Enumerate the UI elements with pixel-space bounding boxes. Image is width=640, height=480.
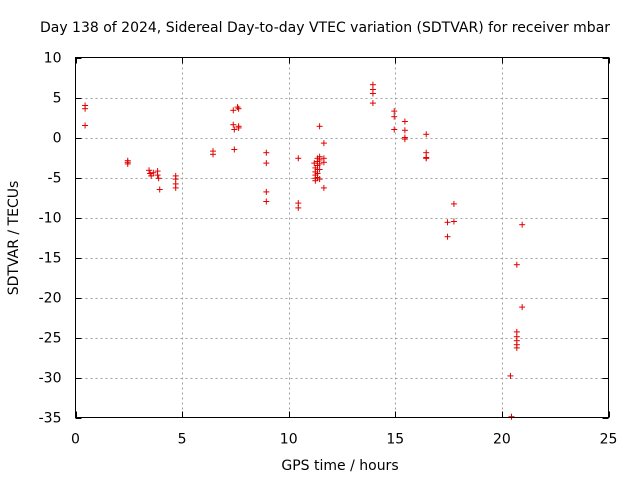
x-tick-label: 0	[71, 432, 80, 448]
data-point	[155, 175, 162, 182]
axis-ticks	[75, 57, 610, 419]
y-tick-label: 10	[44, 51, 62, 67]
data-point	[507, 372, 514, 379]
data-point	[320, 184, 327, 191]
y-tick-label: -30	[39, 371, 62, 387]
data-point	[391, 108, 398, 115]
y-tick-label: 5	[53, 91, 62, 107]
x-tick-label: 25	[600, 432, 618, 448]
data-point	[519, 304, 526, 311]
data-point	[311, 160, 318, 167]
data-point	[316, 123, 323, 130]
data-point	[230, 107, 237, 114]
data-point	[316, 160, 323, 167]
data-point	[148, 172, 155, 179]
data-point	[316, 176, 323, 183]
data-point	[450, 200, 457, 207]
data-point	[369, 90, 376, 97]
y-tick-label: -20	[39, 291, 62, 307]
data-point	[263, 188, 270, 195]
data-point	[316, 166, 323, 173]
x-axis-tick-labels: 0 5 10 15 20 25	[71, 432, 617, 448]
x-tick-label: 20	[493, 432, 511, 448]
data-point	[401, 136, 408, 143]
data-point	[156, 186, 163, 193]
y-axis-tick-labels: 10 5 0 -5 -10 -15 -20 -25 -30 -35	[39, 51, 62, 427]
y-tick-label: -35	[39, 411, 62, 427]
data-point	[263, 198, 270, 205]
data-point	[391, 126, 398, 133]
data-point	[320, 140, 327, 147]
data-point	[312, 177, 319, 184]
data-points	[82, 81, 526, 420]
data-point	[423, 131, 430, 138]
data-point	[508, 413, 515, 420]
data-point	[235, 105, 242, 112]
x-tick-label: 15	[386, 432, 404, 448]
data-point	[513, 261, 520, 268]
data-point	[401, 127, 408, 134]
data-point	[154, 172, 161, 179]
data-point	[295, 204, 302, 211]
chart-title: Day 138 of 2024, Sidereal Day-to-day VTE…	[40, 20, 610, 36]
x-tick-label: 5	[178, 432, 187, 448]
data-point	[210, 151, 217, 158]
data-point	[519, 221, 526, 228]
data-point	[513, 344, 520, 351]
data-point	[230, 121, 237, 128]
data-point	[444, 219, 451, 226]
data-point	[82, 105, 89, 112]
data-point	[146, 167, 153, 174]
data-point	[391, 113, 398, 120]
data-point	[172, 184, 179, 191]
grid-lines	[75, 57, 609, 418]
data-point	[369, 100, 376, 107]
x-axis-title: GPS time / hours	[281, 458, 398, 474]
data-point	[263, 149, 270, 156]
data-point	[295, 155, 302, 162]
plot-frame	[75, 57, 609, 418]
y-tick-label: -25	[39, 331, 62, 347]
data-point	[263, 160, 270, 167]
data-point	[320, 159, 327, 166]
data-point	[124, 160, 131, 167]
data-point	[231, 126, 238, 133]
data-point	[444, 233, 451, 240]
x-tick-label: 10	[280, 432, 298, 448]
data-point	[401, 118, 408, 125]
data-point	[235, 124, 242, 131]
data-point	[423, 155, 430, 162]
data-point	[82, 122, 89, 129]
y-tick-label: 0	[53, 131, 62, 147]
data-point	[231, 146, 238, 153]
y-tick-label: -10	[39, 211, 62, 227]
y-axis-title: SDTVAR / TECUs	[6, 181, 22, 296]
data-point	[450, 218, 457, 225]
y-tick-label: -15	[39, 251, 62, 267]
data-point	[150, 169, 157, 176]
y-tick-label: -5	[48, 171, 62, 187]
